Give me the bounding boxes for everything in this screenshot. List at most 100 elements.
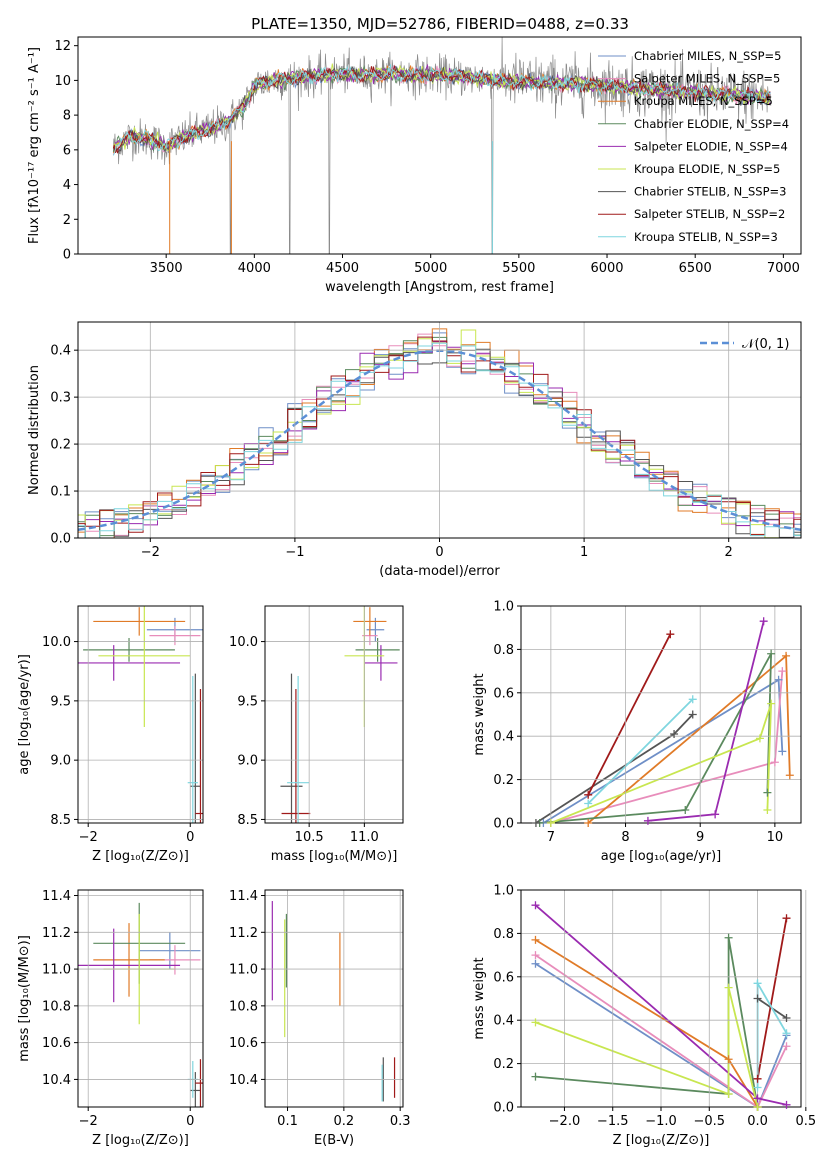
weight-line-chabrier_stelib xyxy=(535,713,694,823)
y-tick-label: 0.4 xyxy=(50,344,71,359)
y-axis-label: Flux [fλ10⁻¹⁷ erg cm⁻² s⁻¹ A⁻¹] xyxy=(27,47,42,244)
data-point-salpeter_stelib xyxy=(195,689,203,823)
weight-line-chabrier_miles xyxy=(542,678,784,823)
y-tick-label: 11.2 xyxy=(229,926,258,941)
x-tick-label: 10 xyxy=(767,830,784,845)
weight-marker-salpeter_stelib xyxy=(666,630,675,639)
model-spectrum-kroupa_elodie xyxy=(112,63,771,152)
y-tick-label: 0.0 xyxy=(493,817,514,832)
y-tick-label: 0.3 xyxy=(50,391,71,406)
data-point-salpeter_miles xyxy=(149,626,201,646)
spectrum-legend: Chabrier MILES, N_SSP=5 Salpeter MILES, N… xyxy=(598,49,789,244)
y-tick-label: 1.0 xyxy=(493,600,514,615)
x-tick-label: 5000 xyxy=(414,261,447,276)
x-axis-label: Z [log₁₀(Z/Z⊙)] xyxy=(92,849,189,864)
y-tick-label: 10 xyxy=(54,74,71,89)
data-point-chabrier_miles xyxy=(139,932,201,970)
weight-marker-chabrier_elodie xyxy=(763,788,772,797)
weight-line-kroupa_miles xyxy=(535,939,759,1107)
weight-marker-kroupa_elodie xyxy=(767,699,776,708)
weight-marker-salpeter_elodie xyxy=(531,901,540,910)
x-tick-label: 0.2 xyxy=(334,1114,355,1129)
data-point-chabrier_stelib xyxy=(190,1072,201,1107)
axes-frame xyxy=(520,605,802,824)
x-tick-label: 0 xyxy=(435,545,443,560)
y-tick-label: 11.0 xyxy=(229,963,258,978)
x-tick-label: −1.5 xyxy=(597,1114,629,1129)
y-tick-label: 10.0 xyxy=(42,635,71,650)
y-tick-label: 9.5 xyxy=(50,694,71,709)
data-point-salpeter_elodie xyxy=(364,645,398,681)
axes-spectrum: 3500 4000 4500 5000 5500 6000 6500 7000 0 2 4 6 8 10 1… xyxy=(27,36,802,295)
data-point-kroupa_miles xyxy=(93,607,186,636)
y-axis-label: Normed distribution xyxy=(27,365,42,495)
weight-marker-chabrier_stelib xyxy=(670,730,679,739)
weight-marker-kroupa_elodie xyxy=(755,734,764,743)
data-point-chabrier_stelib xyxy=(280,673,303,823)
x-tick-label: 10.5 xyxy=(295,830,324,845)
data-point-kroupa_stelib xyxy=(287,675,310,823)
x-tick-label: 0.5 xyxy=(795,1114,816,1129)
model-spectrum-kroupa_stelib xyxy=(112,64,771,156)
weight-marker-chabrier_miles xyxy=(774,675,783,684)
weight-line-chabrier_elodie xyxy=(539,653,772,823)
weight-marker-chabrier_elodie xyxy=(767,649,776,658)
weight-marker-salpeter_elodie xyxy=(753,1094,762,1103)
x-tick-label: 1 xyxy=(580,545,588,560)
plot-area-mw_vs_age xyxy=(535,620,791,823)
x-axis-label: wavelength [Angstrom, rest frame] xyxy=(325,280,554,295)
legend-label: Chabrier ELODIE, N_SSP=4 xyxy=(634,117,789,131)
axes-frame xyxy=(264,605,404,824)
y-tick-label: 8 xyxy=(63,109,71,124)
x-axis-label: mass [log₁₀(M/M⊙)] xyxy=(271,849,398,864)
weight-marker-chabrier_elodie xyxy=(681,805,690,814)
axes-frame xyxy=(77,321,802,539)
figure-title: PLATE=1350, MJD=52786, FIBERID=0488, z=0… xyxy=(251,15,629,33)
weight-marker-kroupa_miles xyxy=(584,819,593,827)
y-tick-label: 9.0 xyxy=(50,754,71,769)
weight-marker-salpeter_elodie xyxy=(782,1100,791,1109)
data-point-kroupa_elodie xyxy=(98,606,191,727)
weight-marker-kroupa_elodie xyxy=(753,1103,762,1111)
x-tick-label: 6000 xyxy=(590,261,623,276)
legend-label: Chabrier STELIB, N_SSP=3 xyxy=(634,185,786,199)
weight-line-kroupa_elodie xyxy=(550,703,772,823)
x-tick-label: 5500 xyxy=(502,261,535,276)
weight-marker-chabrier_elodie xyxy=(531,1072,540,1081)
legend-label: Salpeter MILES, N_SSP=5 xyxy=(634,72,780,86)
data-point-kroupa_miles xyxy=(353,607,387,636)
y-tick-label: 0.0 xyxy=(493,1101,514,1116)
y-tick-label: 10.4 xyxy=(42,1073,71,1088)
axes-frame xyxy=(520,889,802,1108)
axes-frame xyxy=(77,889,204,1108)
weight-marker-kroupa_elodie xyxy=(546,819,555,827)
weight-marker-chabrier_stelib xyxy=(688,710,697,719)
weight-marker-salpeter_elodie xyxy=(759,617,768,626)
x-axis-label: Z [log₁₀(Z/Z⊙)] xyxy=(92,1133,189,1148)
data-point-salpeter_stelib xyxy=(281,689,311,823)
y-axis-label: mass weight xyxy=(472,957,487,1039)
y-tick-label: 10.8 xyxy=(229,999,258,1014)
y-tick-label: 11.4 xyxy=(229,889,258,904)
y-tick-label: 2 xyxy=(63,213,71,228)
weight-marker-kroupa_miles xyxy=(531,935,540,944)
y-tick-label: 10.6 xyxy=(229,1036,258,1051)
x-tick-label: −0.5 xyxy=(693,1114,725,1129)
plot-area-spectrum xyxy=(112,37,772,254)
x-tick-label: 0.3 xyxy=(390,1114,411,1129)
plot-area-age_vs_z xyxy=(78,606,203,823)
data-point-chabrier_stelib xyxy=(190,673,201,823)
y-tick-label: 0.2 xyxy=(493,773,514,788)
x-axis-label: Z [log₁₀(Z/Z⊙)] xyxy=(613,1133,710,1148)
y-tick-label: 0.8 xyxy=(493,643,514,658)
y-tick-label: 0.2 xyxy=(493,1057,514,1072)
x-tick-label: 0.0 xyxy=(747,1114,768,1129)
weight-marker-kroupa_miles xyxy=(724,1055,733,1064)
data-point-salpeter_elodie xyxy=(78,928,181,1003)
x-tick-label: 3500 xyxy=(150,261,183,276)
x-tick-label: 2 xyxy=(725,545,733,560)
axes-frame xyxy=(264,889,404,1108)
legend-label: Kroupa ELODIE, N_SSP=5 xyxy=(634,162,780,176)
weight-marker-salpeter_elodie xyxy=(643,816,652,825)
